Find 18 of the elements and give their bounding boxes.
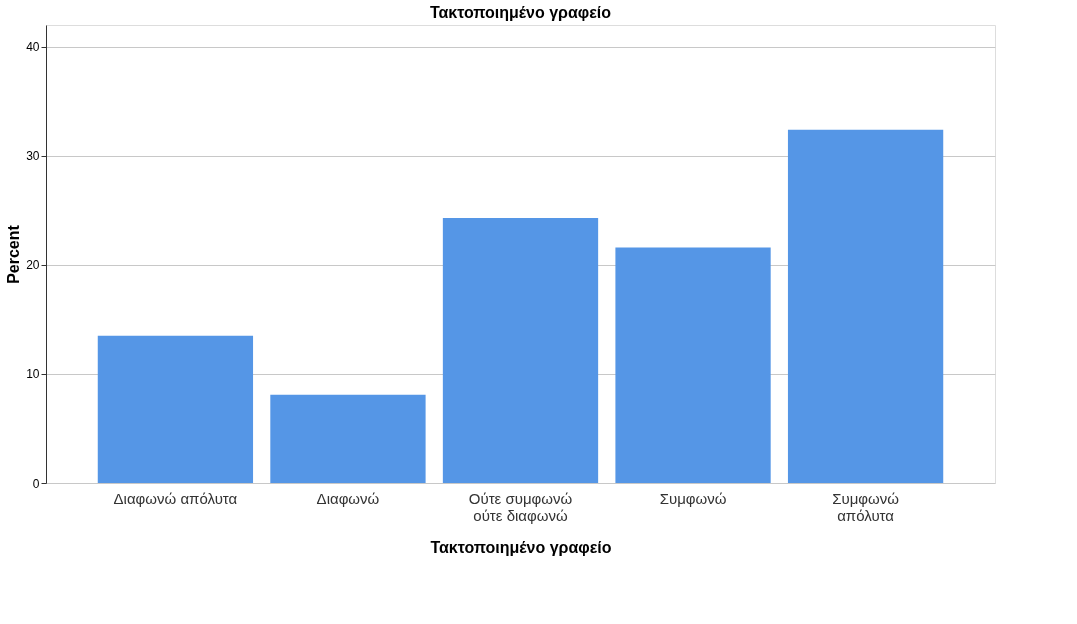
y-tick-label: 0: [32, 476, 40, 491]
x-axis-title: Τακτοποιημένο γραφείο: [430, 538, 612, 556]
x-tick-label: Συμφωνώ απόλυτα: [832, 489, 900, 524]
y-tick-label: 10: [26, 367, 40, 382]
bar: [270, 394, 426, 483]
y-tick-label: 40: [26, 40, 40, 55]
bar: [787, 129, 944, 483]
y-tick-label: 20: [26, 258, 40, 273]
x-tick-label: Διαφωνώ: [316, 489, 380, 507]
x-tick-label: Διαφωνώ απόλυτα: [113, 489, 238, 507]
x-tick-label: Ούτε συμφωνώ ούτε διαφωνώ: [468, 489, 573, 524]
y-axis-title: Percent: [5, 224, 23, 284]
y-tick-label: 30: [26, 149, 40, 164]
bar: [97, 335, 254, 483]
chart-title: Τακτοποιημένο γραφείο: [429, 4, 612, 21]
bar: [442, 218, 599, 483]
bar: [615, 247, 771, 483]
x-tick-label: Συμφωνώ: [659, 489, 727, 507]
